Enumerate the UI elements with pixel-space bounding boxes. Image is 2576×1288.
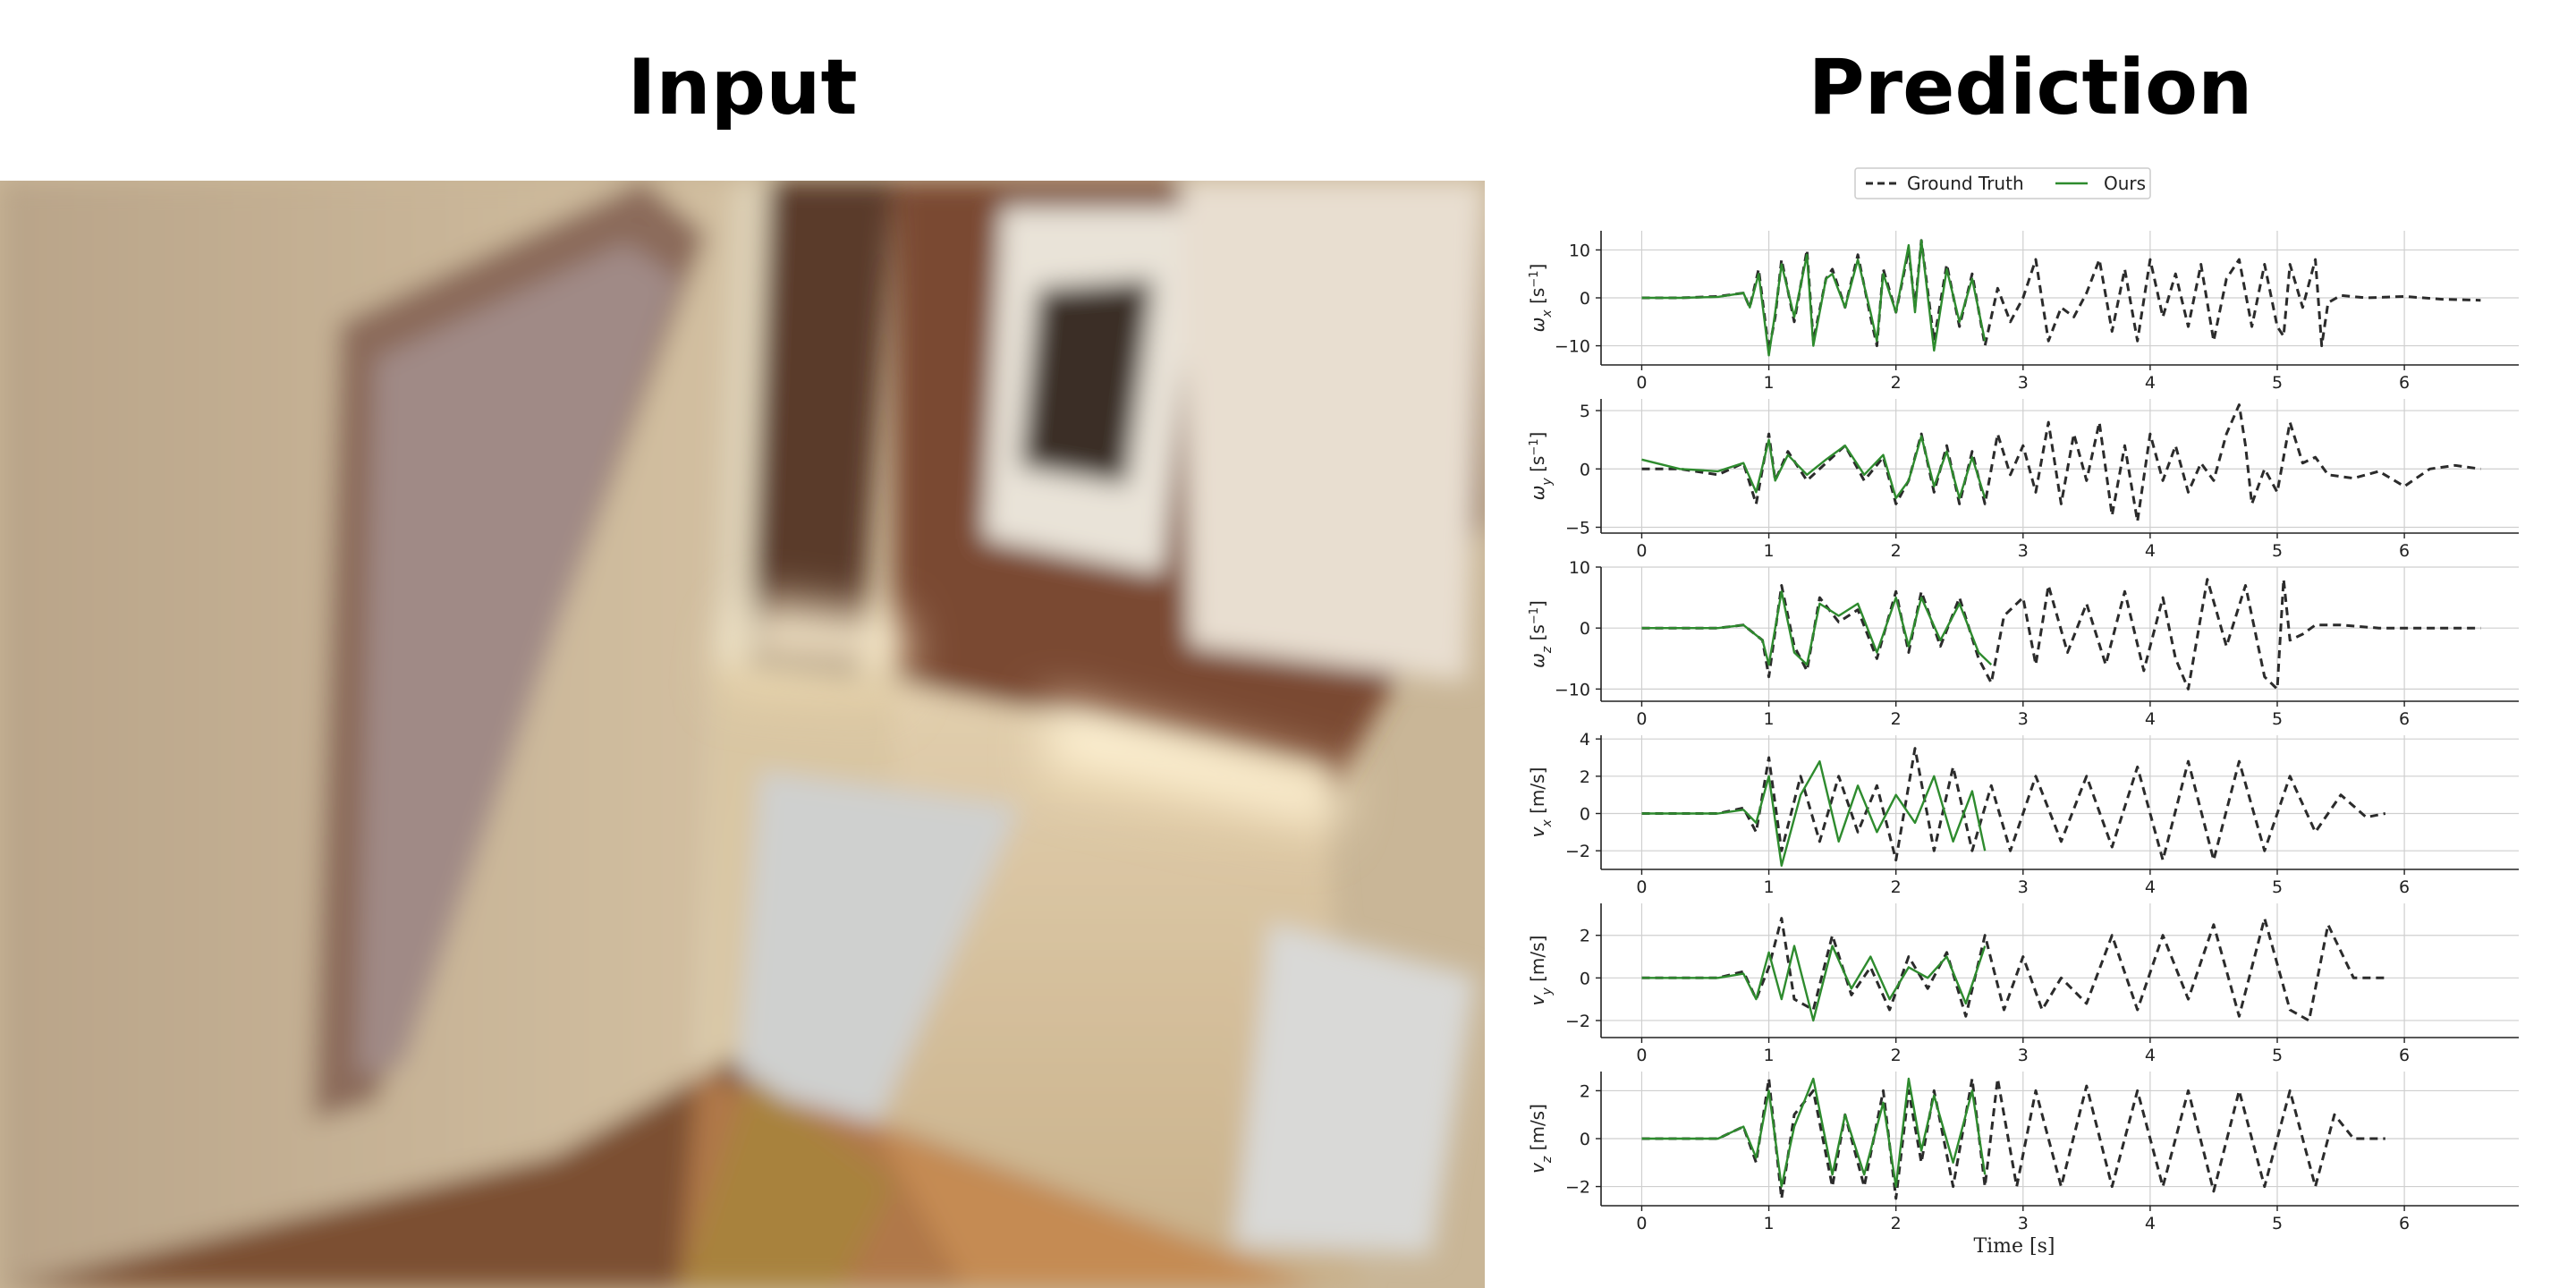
- x-tick-label: 5: [2272, 373, 2283, 393]
- input-image: [0, 181, 1485, 1288]
- ground-truth-line: [1641, 917, 2385, 1022]
- y-tick-label: 2: [1580, 767, 1590, 787]
- x-tick-label: 3: [2018, 1046, 2029, 1065]
- x-tick-label: 1: [1764, 373, 1775, 393]
- x-tick-label: 1: [1764, 541, 1775, 561]
- y-tick-label: 0: [1580, 1130, 1590, 1149]
- x-tick-label: 4: [2145, 709, 2156, 729]
- x-tick-label: 2: [1891, 709, 1902, 729]
- x-tick-label: 4: [2145, 1046, 2156, 1065]
- prediction-title: Prediction: [1808, 43, 2253, 132]
- x-tick-label: 4: [2145, 1214, 2156, 1233]
- y-tick-label: 2: [1580, 927, 1590, 946]
- ours-line: [1641, 435, 1987, 500]
- legend: Ground Truth Ours: [1854, 167, 2151, 199]
- x-tick-label: 5: [2272, 541, 2283, 561]
- ours-line: [1641, 590, 1993, 666]
- panel-5: −2 0 2 0 1 2 3 4 5 6 vy [m/s]: [1527, 903, 2519, 1065]
- x-tick-label: 0: [1636, 1046, 1647, 1065]
- x-tick-label: 0: [1636, 709, 1647, 729]
- ours-line: [1641, 945, 1987, 1022]
- y-tick-label: −2: [1565, 1012, 1590, 1031]
- x-tick-label: 1: [1764, 1214, 1775, 1233]
- legend-ground-truth-label: Ground Truth: [1907, 173, 2024, 194]
- x-tick-label: 5: [2272, 709, 2283, 729]
- ground-truth-line: [1641, 403, 2481, 523]
- y-tick-label: 5: [1580, 402, 1590, 421]
- y-axis-label: vz [m/s]: [1527, 1104, 1555, 1174]
- x-tick-label: 1: [1764, 877, 1775, 897]
- ours-line: [1641, 239, 1987, 357]
- y-tick-label: 0: [1580, 619, 1590, 639]
- y-axis-label: vx [m/s]: [1527, 767, 1555, 838]
- y-tick-label: 0: [1580, 805, 1590, 825]
- x-tick-label: 3: [2018, 877, 2029, 897]
- y-axis-label: ωz [s−1]: [1527, 600, 1555, 668]
- x-tick-label: 2: [1891, 877, 1902, 897]
- x-tick-label: 6: [2399, 1214, 2410, 1233]
- x-tick-label: 3: [2018, 1214, 2029, 1233]
- y-tick-label: −10: [1555, 680, 1590, 699]
- legend-ours-label: Ours: [2104, 173, 2146, 194]
- x-tick-label: 5: [2272, 1046, 2283, 1065]
- x-tick-label: 3: [2018, 541, 2029, 561]
- x-tick-label: 2: [1891, 541, 1902, 561]
- x-tick-label: 4: [2145, 541, 2156, 561]
- y-axis-label: vy [m/s]: [1527, 936, 1555, 1006]
- x-tick-label: 1: [1764, 1046, 1775, 1065]
- x-tick-label: 6: [2399, 877, 2410, 897]
- panel-2: −5 0 5 0 1 2 3 4 5 6 ωy [s−1]: [1527, 399, 2519, 561]
- y-tick-label: 10: [1569, 558, 1590, 578]
- x-axis-label: Time [s]: [1973, 1235, 2055, 1258]
- x-tick-label: 4: [2145, 877, 2156, 897]
- input-title: Input: [627, 43, 858, 132]
- x-tick-label: 3: [2018, 373, 2029, 393]
- x-tick-label: 0: [1636, 541, 1647, 561]
- panel-4: −2 0 2 4 0 1 2 3 4 5 6 vx [m/s]: [1527, 730, 2519, 897]
- panel-1: −10 0 10 0 1 2 3 4 5 6 ωx [s−1]: [1527, 231, 2519, 393]
- x-tick-label: 2: [1891, 1214, 1902, 1233]
- x-tick-label: 0: [1636, 1214, 1647, 1233]
- x-tick-label: 0: [1636, 877, 1647, 897]
- x-tick-label: 5: [2272, 1214, 2283, 1233]
- ground-truth-line: [1641, 747, 2386, 862]
- y-tick-label: 0: [1580, 969, 1590, 988]
- y-tick-label: −5: [1565, 518, 1590, 538]
- ground-truth-line: [1641, 578, 2481, 691]
- x-tick-label: 0: [1636, 373, 1647, 393]
- x-tick-label: 6: [2399, 709, 2410, 729]
- x-tick-label: 3: [2018, 709, 2029, 729]
- y-tick-label: 0: [1580, 460, 1590, 479]
- ours-line: [1641, 760, 1987, 867]
- x-tick-label: 2: [1891, 1046, 1902, 1065]
- y-axis-label: ωx [s−1]: [1527, 264, 1555, 333]
- ours-line: [1641, 1077, 1987, 1188]
- panel-6: −2 0 2 0 1 2 3 4 5 6 vz [m/s]: [1527, 1072, 2519, 1233]
- x-tick-label: 4: [2145, 373, 2156, 393]
- x-tick-label: 6: [2399, 373, 2410, 393]
- x-tick-label: 5: [2272, 877, 2283, 897]
- y-tick-label: −10: [1555, 337, 1590, 357]
- y-axis-label: ωy [s−1]: [1527, 432, 1555, 501]
- x-tick-label: 2: [1891, 373, 1902, 393]
- x-tick-label: 1: [1764, 709, 1775, 729]
- x-tick-label: 6: [2399, 1046, 2410, 1065]
- y-tick-label: 4: [1580, 730, 1590, 750]
- y-tick-label: 2: [1580, 1081, 1590, 1101]
- y-tick-label: 10: [1569, 241, 1590, 260]
- y-tick-label: −2: [1565, 1178, 1590, 1198]
- panel-3: −10 0 10 0 1 2 3 4 5 6 ωz [s−1]: [1527, 558, 2519, 729]
- ground-truth-line: [1641, 239, 2481, 352]
- y-tick-label: −2: [1565, 842, 1590, 861]
- x-tick-label: 6: [2399, 541, 2410, 561]
- y-tick-label: 0: [1580, 289, 1590, 309]
